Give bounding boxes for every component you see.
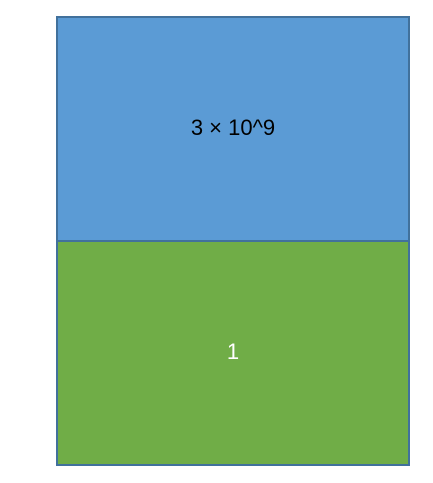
- bottom-block: 1: [56, 240, 410, 466]
- top-block-label: 3 × 10^9: [190, 115, 276, 140]
- stacked-blocks-diagram: 3 × 10^9 1: [56, 16, 410, 466]
- bottom-block-label: 1: [226, 339, 240, 364]
- top-block: 3 × 10^9: [56, 16, 410, 242]
